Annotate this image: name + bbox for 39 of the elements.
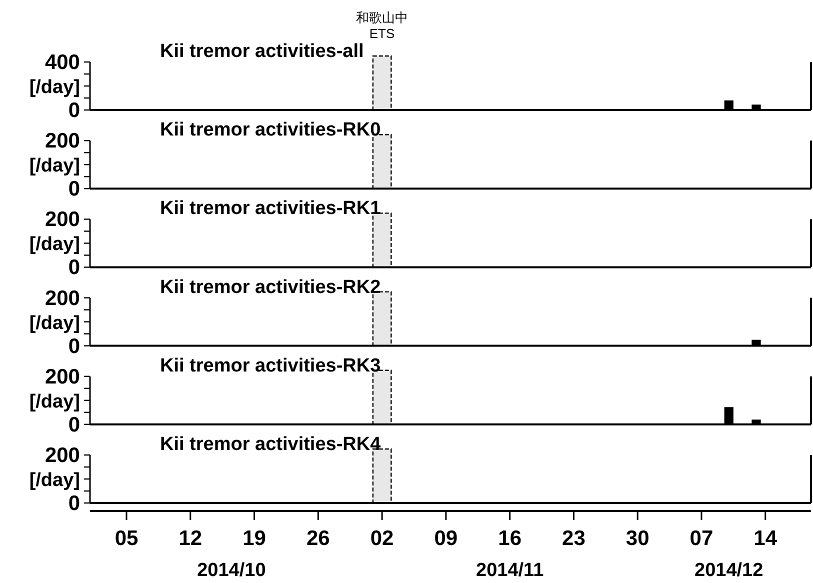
- y-tick-label: 400: [44, 51, 80, 74]
- y-tick-label: 200: [44, 365, 80, 388]
- y-axis-title: [/day]: [29, 470, 80, 491]
- chart-title: Kii tremor activities-RK3: [160, 355, 381, 376]
- y-tick-label: 0: [68, 99, 80, 122]
- y-tick-label: 200: [44, 130, 80, 153]
- x-tick-label: 23: [562, 527, 586, 550]
- x-tick-label: 19: [242, 527, 266, 550]
- chart-title: Kii tremor activities-all: [160, 41, 364, 62]
- y-tick-label: 200: [44, 208, 80, 232]
- chart-title: Kii tremor activities-RK2: [160, 276, 381, 298]
- x-tick-label: 14: [754, 527, 778, 550]
- y-axis-title: [/day]: [29, 77, 80, 98]
- y-axis-title: [/day]: [29, 391, 80, 412]
- chart-title: Kii tremor activities-RK4: [160, 434, 382, 455]
- y-axis-title: [/day]: [29, 156, 80, 177]
- x-tick-label: 26: [306, 527, 330, 550]
- y-tick-label: 200: [44, 444, 80, 467]
- text: 2014/11: [476, 560, 544, 581]
- y-tick-label: 200: [44, 286, 80, 310]
- y-tick-label: 0: [68, 178, 80, 201]
- y-tick-label: 0: [68, 413, 80, 436]
- x-tick-label: 30: [626, 527, 650, 550]
- chart-title: Kii tremor activities-RK1: [160, 198, 382, 220]
- text: 2014/12: [694, 560, 764, 581]
- y-tick-label: 0: [68, 256, 80, 280]
- x-tick-label: 09: [434, 527, 458, 550]
- y-tick-label: 0: [68, 492, 80, 515]
- chart-title: Kii tremor activities-RK0: [160, 120, 381, 141]
- x-tick-label: 02: [370, 527, 394, 550]
- band-label: 和歌山中 ETS: [356, 10, 408, 41]
- y-tick-label: 0: [68, 334, 80, 358]
- x-tick-label: 05: [114, 527, 139, 550]
- x-tick-label: 12: [178, 527, 202, 550]
- text: 2014/10: [197, 560, 266, 581]
- y-axis-title: [/day]: [29, 234, 80, 256]
- x-tick-label: 07: [690, 527, 714, 550]
- x-tick-label: 16: [498, 527, 522, 550]
- y-axis-title: [/day]: [29, 312, 80, 334]
